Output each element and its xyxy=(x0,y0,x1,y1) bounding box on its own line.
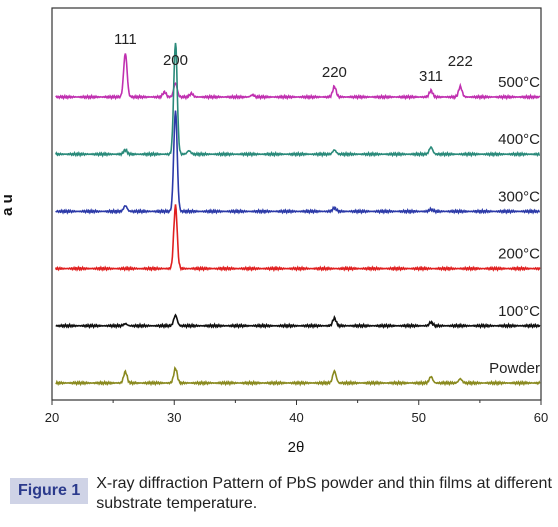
x-tick-label: 30 xyxy=(167,410,181,425)
peak-label: 111 xyxy=(114,31,137,48)
series-label: 100°C xyxy=(498,303,540,320)
series-layer xyxy=(54,42,541,387)
peak-label: 311 xyxy=(419,68,443,85)
series-label: Powder xyxy=(489,360,540,377)
series-line xyxy=(55,366,541,387)
peak-labels: 111 200 220 311 222 xyxy=(114,31,473,85)
x-axis-title: 2θ xyxy=(288,439,305,456)
y-axis-title: a u xyxy=(0,194,16,216)
caption-text: X-ray diffraction Pattern of PbS powder … xyxy=(96,475,552,512)
series-label: 200°C xyxy=(498,246,540,263)
series-line xyxy=(55,53,541,101)
xrd-chart: 20 30 40 50 60 500°C 400°C 300°C 200°C 100°C Powd… xyxy=(0,7,548,456)
x-tick-label: 50 xyxy=(412,410,426,425)
series-label: 500°C xyxy=(498,74,540,91)
series-line xyxy=(54,42,540,158)
series-label: 300°C xyxy=(498,188,540,205)
peak-label: 220 xyxy=(322,64,347,81)
peak-label: 222 xyxy=(448,53,473,70)
x-tick-label: 40 xyxy=(289,410,303,425)
x-axis-ticks: 20 30 40 50 60 xyxy=(45,400,548,425)
x-tick-label: 60 xyxy=(534,410,548,425)
series-line xyxy=(54,204,541,273)
series-labels: 500°C 400°C 300°C 200°C 100°C Powder xyxy=(489,74,540,377)
figure-caption: Figure 1 X-ray diffraction Pattern of Pb… xyxy=(8,474,553,514)
peak-label: 200 xyxy=(163,52,188,69)
x-tick-label: 20 xyxy=(45,410,59,425)
series-label: 400°C xyxy=(498,131,540,148)
figure-tag: Figure 1 xyxy=(10,478,89,504)
series-line xyxy=(55,313,541,330)
series-line xyxy=(55,110,540,215)
